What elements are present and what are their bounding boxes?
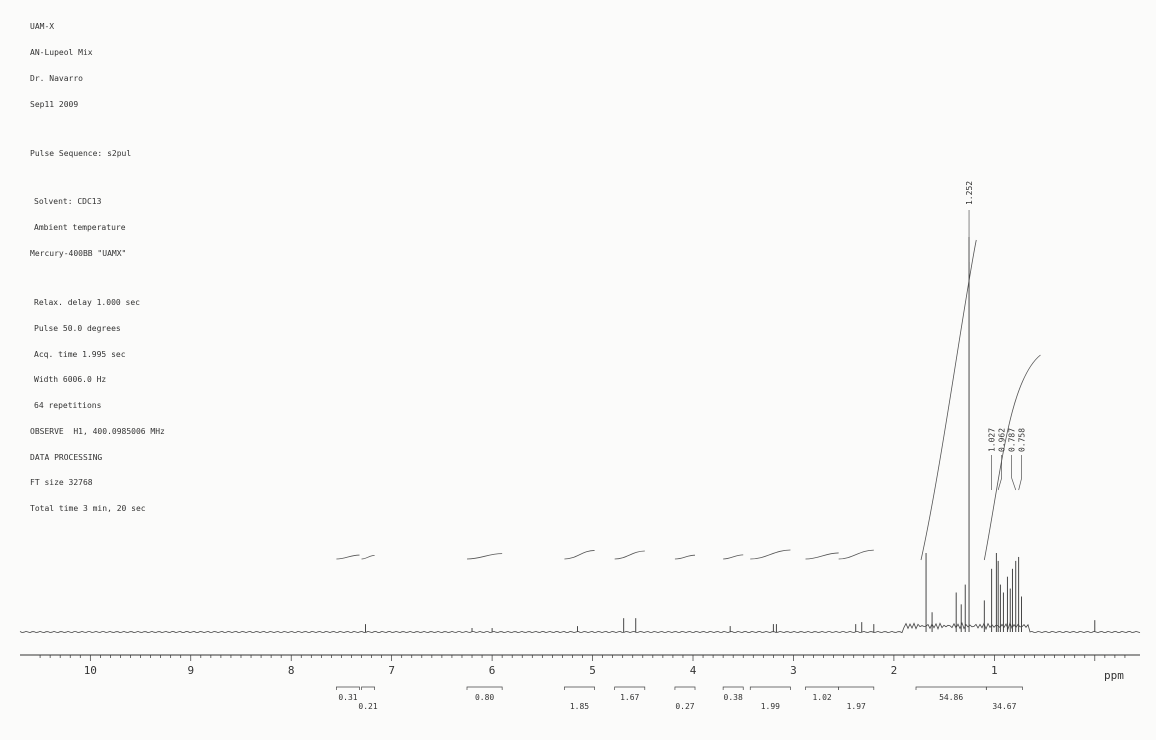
integral-value: 0.27 xyxy=(675,702,694,711)
integral-bracket xyxy=(722,686,744,690)
integral-curve xyxy=(674,554,696,560)
acq-line: Acq. time 1.995 sec xyxy=(34,349,126,359)
peak-label: 0.758 xyxy=(1018,428,1027,452)
integral-value: 0.21 xyxy=(358,702,377,711)
acq-line: FT size 32768 xyxy=(30,478,93,488)
peak-label: 1.027 xyxy=(988,428,997,452)
condition-line: Solvent: CDC13 xyxy=(34,197,102,207)
peak-label: 0.962 xyxy=(998,428,1007,452)
integral-bracket xyxy=(466,686,503,690)
integral-curve xyxy=(983,354,1041,561)
integral-value: 1.85 xyxy=(570,702,589,711)
acq-line: OBSERVE H1, 400.0985006 MHz xyxy=(30,426,165,436)
x-tick-label: 1 xyxy=(991,664,998,677)
sample-line: UAM-X xyxy=(30,22,55,32)
integral-value: 34.67 xyxy=(992,702,1016,711)
integral-bracket xyxy=(838,686,875,690)
sample-line: AN-Lupeol Mix xyxy=(30,47,93,57)
integral-bracket xyxy=(564,686,595,690)
x-tick-label: 2 xyxy=(891,664,898,677)
condition-line: Ambient temperature xyxy=(34,223,126,233)
integral-bracket xyxy=(361,686,375,690)
integral-curve xyxy=(750,549,791,560)
spectrum-baseline xyxy=(19,621,1141,634)
x-axis-label: ppm xyxy=(1104,669,1124,682)
x-tick-label: 4 xyxy=(690,664,697,677)
integral-value: 0.31 xyxy=(338,693,357,702)
acquisition-header: UAM-X AN-Lupeol Mix Dr. Navarro Sep11 20… xyxy=(30,6,165,522)
acq-line: Pulse 50.0 degrees xyxy=(34,323,121,333)
x-tick-label: 6 xyxy=(489,664,496,677)
integral-value: 1.67 xyxy=(620,693,639,702)
integral-value: 1.99 xyxy=(761,702,780,711)
integral-curve xyxy=(614,550,645,560)
sample-line: Dr. Navarro xyxy=(30,73,83,83)
x-tick-label: 8 xyxy=(288,664,295,677)
condition-line: Mercury-400BB "UAMX" xyxy=(30,249,127,259)
sample-line: Sep11 2009 xyxy=(30,99,79,109)
acq-line: Total time 3 min, 20 sec xyxy=(30,504,146,514)
integral-bracket xyxy=(336,686,360,690)
integral-curve xyxy=(564,550,595,560)
integral-bracket xyxy=(985,686,1023,690)
integral-curve xyxy=(920,239,977,561)
integral-curve xyxy=(361,554,375,560)
integral-value: 1.02 xyxy=(812,693,831,702)
integral-bracket xyxy=(674,686,696,690)
integral-curve xyxy=(336,554,360,560)
integral-bracket xyxy=(749,686,791,690)
peak-label-leader xyxy=(1011,477,1017,491)
x-tick-label: 5 xyxy=(589,664,596,677)
acq-line: 64 repetitions xyxy=(34,401,102,411)
integral-curve xyxy=(838,549,874,560)
integral-curve xyxy=(723,554,744,560)
peak-label-leader xyxy=(1018,477,1022,491)
integral-value: 1.97 xyxy=(847,702,866,711)
peak-label: 1.252 xyxy=(965,181,974,205)
integral-curve xyxy=(805,552,839,560)
acq-line: Relax. delay 1.000 sec xyxy=(34,298,140,307)
integral-value: 0.38 xyxy=(724,693,743,702)
x-tick-label: 7 xyxy=(388,664,395,677)
integral-curve xyxy=(466,553,503,560)
integral-bracket xyxy=(614,686,646,690)
x-tick-label: 3 xyxy=(790,664,797,677)
x-tick-label: 10 xyxy=(84,664,97,677)
pulse-sequence: Pulse Sequence: s2pul xyxy=(30,148,132,158)
integral-bracket xyxy=(805,686,840,690)
peak-label: 0.787 xyxy=(1008,428,1017,452)
acq-line: DATA PROCESSING xyxy=(30,452,103,462)
peak-label-leader xyxy=(997,477,1002,491)
acq-line: Width 6006.0 Hz xyxy=(34,375,107,385)
integral-value: 0.80 xyxy=(475,693,494,702)
integral-bracket xyxy=(915,686,987,690)
x-tick-label: 9 xyxy=(187,664,194,677)
integral-value: 54.86 xyxy=(939,693,963,702)
